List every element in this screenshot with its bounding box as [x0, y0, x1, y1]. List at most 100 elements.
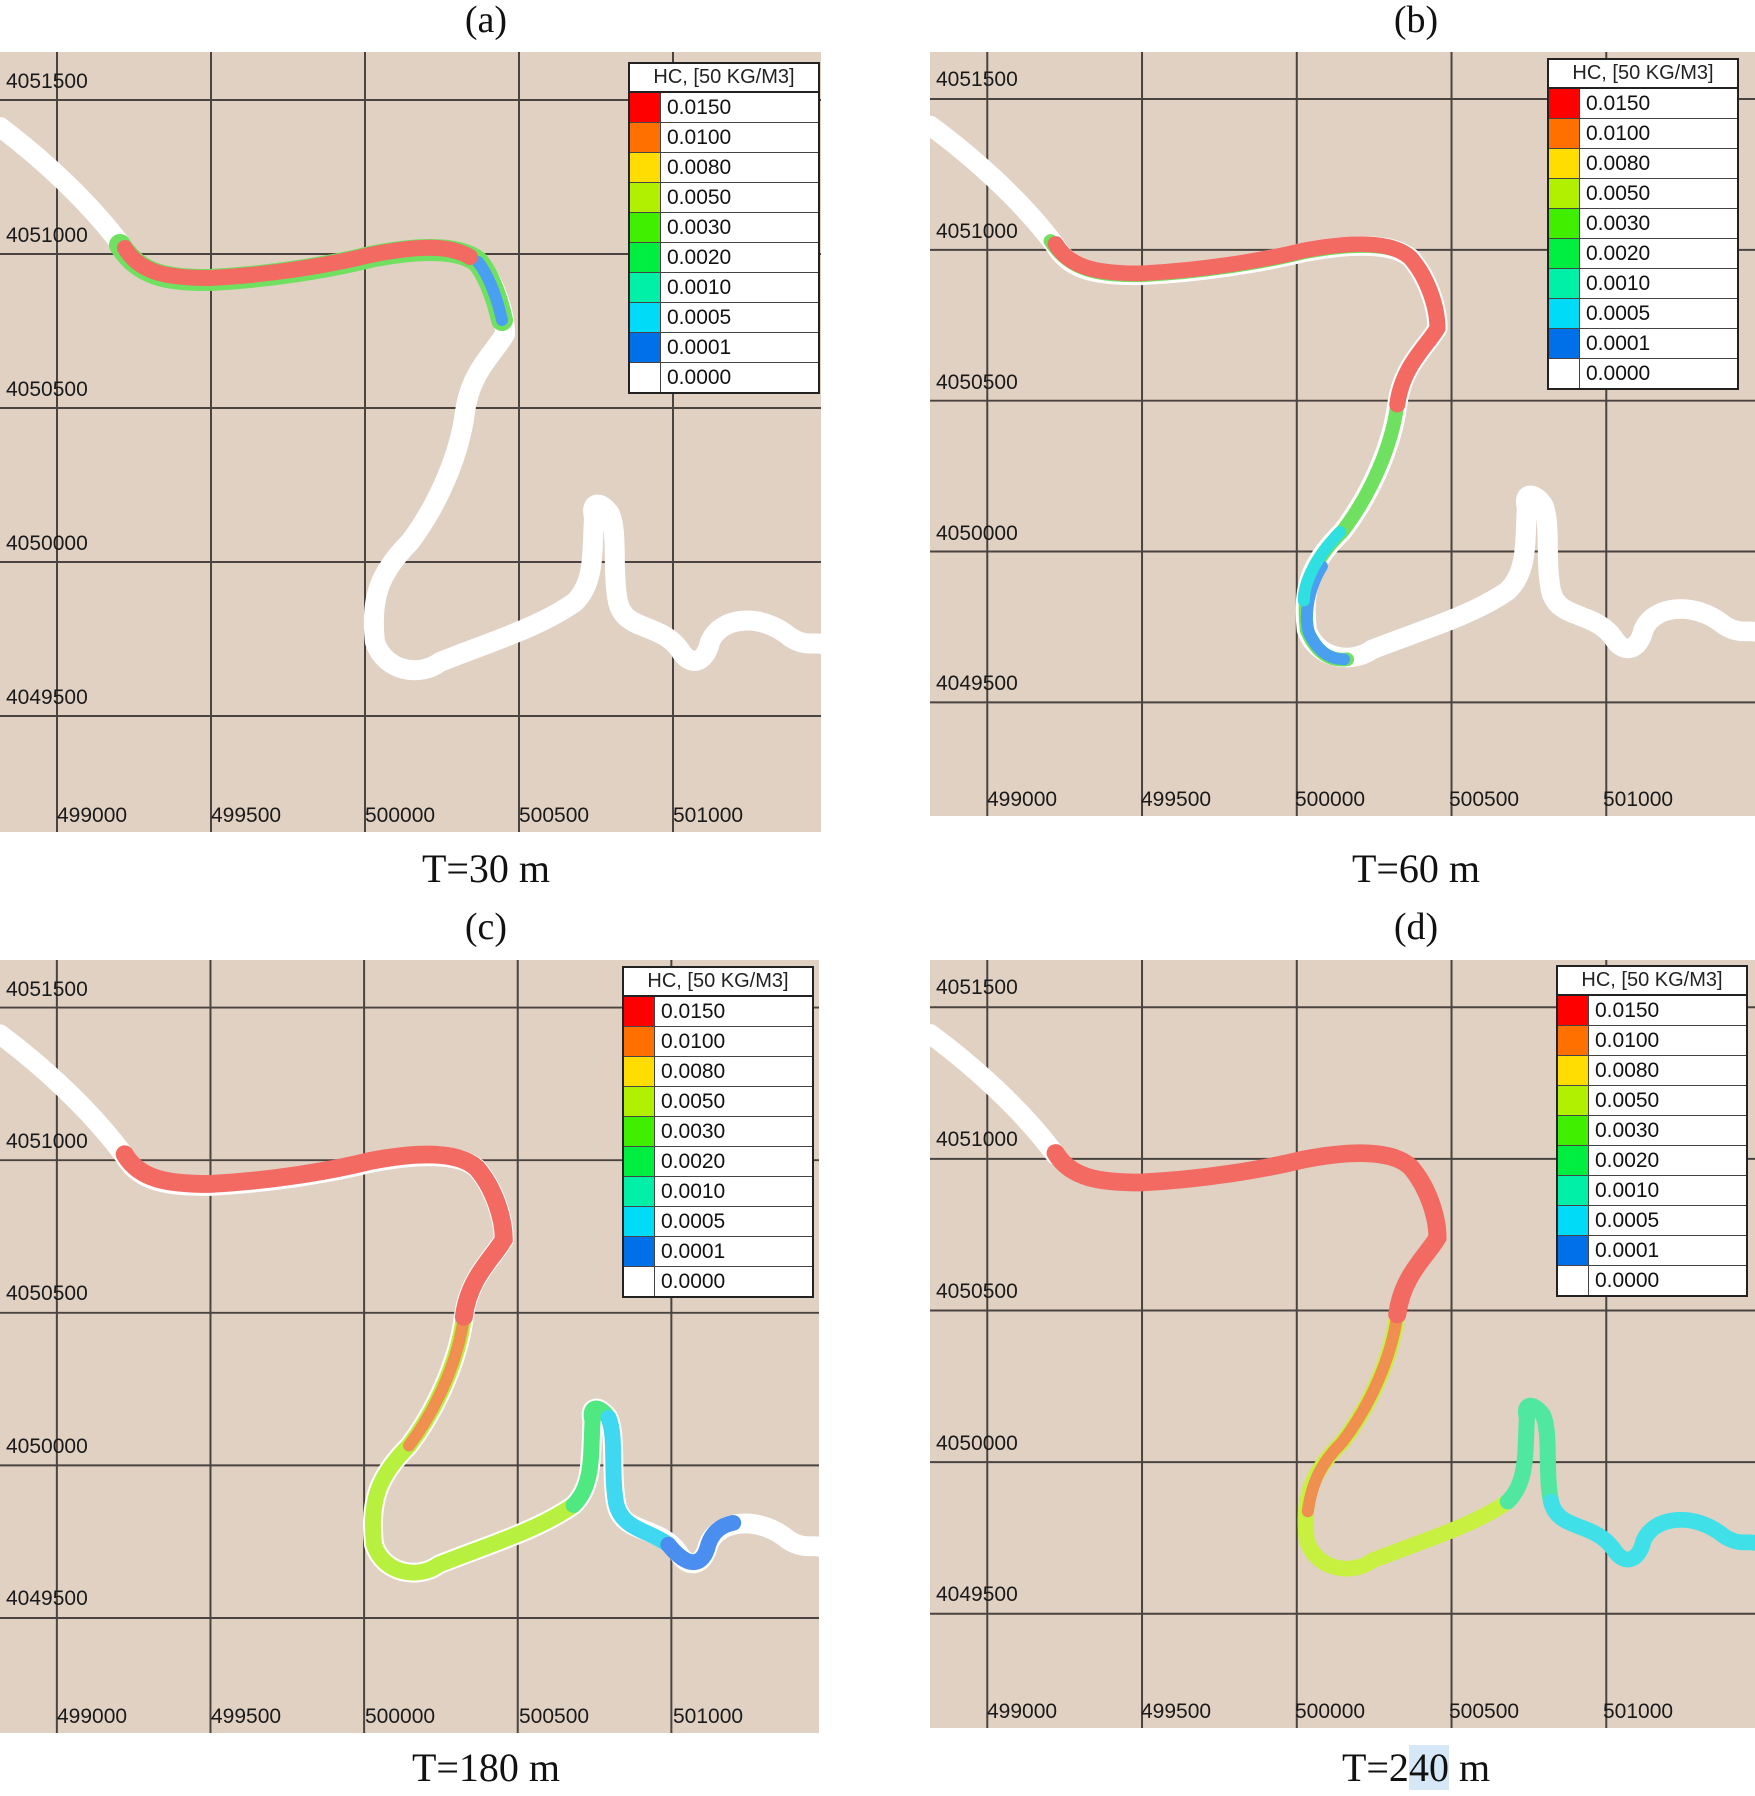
y-tick-label: 4050500	[6, 378, 88, 401]
legend: HC, [50 KG/M3] 0.0150 0.0100 0.0080 0.00…	[628, 62, 820, 394]
legend-row: 0.0080	[1549, 149, 1737, 179]
panel-c-caption: T=180 m	[411, 1745, 561, 1790]
legend: HC, [50 KG/M3] 0.0150 0.0100 0.0080 0.00…	[1547, 58, 1739, 390]
legend-value: 0.0000	[1586, 362, 1651, 385]
legend-value: 0.0030	[1586, 212, 1651, 235]
map-panel-c: 4051500 4051000 4050500 4050000 4049500 …	[0, 960, 819, 1733]
legend-value: 0.0050	[661, 1090, 726, 1113]
y-tick-label: 4049500	[936, 1583, 1018, 1606]
y-tick-label: 4050000	[6, 532, 88, 555]
legend-swatch	[1549, 329, 1580, 358]
legend-swatch	[624, 1267, 655, 1296]
legend-value: 0.0000	[667, 366, 732, 389]
legend-swatch	[1558, 1146, 1589, 1175]
x-tick-label: 501000	[673, 804, 744, 827]
legend-row: 0.0050	[624, 1087, 812, 1117]
y-tick-label: 4049500	[6, 686, 88, 709]
legend-row: 0.0010	[630, 273, 818, 303]
legend-value: 0.0020	[1595, 1149, 1660, 1172]
legend-value: 0.0080	[1586, 152, 1651, 175]
y-tick-label: 4050500	[936, 1280, 1018, 1303]
legend-row: 0.0020	[1549, 239, 1737, 269]
legend-swatch	[1558, 1116, 1589, 1145]
panel-d-caption: T=240 m	[1341, 1745, 1491, 1790]
x-tick-label: 500500	[1449, 1700, 1520, 1723]
y-tick-label: 4049500	[936, 672, 1018, 695]
legend-row: 0.0020	[624, 1147, 812, 1177]
map-canvas	[930, 52, 1755, 816]
legend-swatch	[1549, 89, 1580, 118]
legend-row: 0.0000	[1549, 359, 1737, 388]
legend-row: 0.0150	[630, 93, 818, 123]
legend-value: 0.0050	[667, 186, 732, 209]
x-tick-label: 499000	[987, 1700, 1058, 1723]
y-tick-label: 4051000	[6, 224, 88, 247]
map-panel-a: 4051500 4051000 4050500 4050000 4049500 …	[0, 52, 821, 832]
x-tick-label: 500000	[365, 1705, 436, 1728]
legend-row: 0.0005	[624, 1207, 812, 1237]
legend-swatch	[1558, 1026, 1589, 1055]
legend-swatch	[1549, 119, 1580, 148]
legend-value: 0.0010	[661, 1180, 726, 1203]
legend-swatch	[1549, 299, 1580, 328]
legend-swatch	[1558, 1266, 1589, 1295]
legend-value: 0.0010	[1586, 272, 1651, 295]
legend-swatch	[1558, 1056, 1589, 1085]
legend-value: 0.0020	[661, 1150, 726, 1173]
legend-row: 0.0000	[1558, 1266, 1746, 1295]
legend-swatch	[630, 183, 661, 212]
legend-value: 0.0100	[667, 126, 732, 149]
legend-row: 0.0030	[1558, 1116, 1746, 1146]
legend-swatch	[1558, 1236, 1589, 1265]
legend-swatch	[630, 93, 661, 122]
legend-swatch	[1558, 1086, 1589, 1115]
x-tick-label: 499000	[57, 1705, 128, 1728]
legend-row: 0.0100	[1558, 1026, 1746, 1056]
legend-row: 0.0020	[630, 243, 818, 273]
legend-swatch	[1549, 149, 1580, 178]
legend-swatch	[624, 1117, 655, 1146]
legend-value: 0.0001	[667, 336, 732, 359]
panel-c-label: (c)	[464, 906, 508, 948]
legend-value: 0.0005	[667, 306, 732, 329]
legend-value: 0.0005	[1595, 1209, 1660, 1232]
legend-value: 0.0000	[1595, 1269, 1660, 1292]
legend-row: 0.0100	[630, 123, 818, 153]
map-canvas	[0, 960, 819, 1733]
legend-row: 0.0150	[1558, 996, 1746, 1026]
legend-row: 0.0080	[1558, 1056, 1746, 1086]
x-tick-label: 500500	[1449, 788, 1520, 811]
legend-row: 0.0050	[1549, 179, 1737, 209]
x-tick-label: 501000	[673, 1705, 744, 1728]
legend-value: 0.0030	[667, 216, 732, 239]
y-tick-label: 4050000	[936, 522, 1018, 545]
legend-swatch	[1549, 269, 1580, 298]
legend-row: 0.0020	[1558, 1146, 1746, 1176]
legend-value: 0.0005	[661, 1210, 726, 1233]
legend-swatch	[624, 1027, 655, 1056]
x-tick-label: 500000	[365, 804, 436, 827]
y-tick-label: 4051500	[6, 978, 88, 1001]
y-tick-label: 4050000	[936, 1432, 1018, 1455]
legend-row: 0.0050	[1558, 1086, 1746, 1116]
x-tick-label: 499000	[987, 788, 1058, 811]
x-tick-label: 500500	[519, 1705, 590, 1728]
legend-value: 0.0080	[1595, 1059, 1660, 1082]
panel-d-label: (d)	[1393, 906, 1439, 948]
legend-row: 0.0005	[1549, 299, 1737, 329]
legend-swatch	[630, 303, 661, 332]
legend-row: 0.0010	[1549, 269, 1737, 299]
legend-swatch	[1549, 209, 1580, 238]
legend-swatch	[630, 333, 661, 362]
legend-row: 0.0100	[1549, 119, 1737, 149]
legend-value: 0.0001	[661, 1240, 726, 1263]
legend-value: 0.0030	[661, 1120, 726, 1143]
map-panel-b: 4051500 4051000 4050500 4050000 4049500 …	[930, 52, 1755, 816]
legend-row: 0.0000	[630, 363, 818, 392]
legend-row: 0.0030	[630, 213, 818, 243]
x-tick-label: 501000	[1603, 788, 1674, 811]
x-tick-label: 500500	[519, 804, 590, 827]
map-canvas	[0, 52, 821, 832]
legend-value: 0.0010	[667, 276, 732, 299]
legend-value: 0.0050	[1586, 182, 1651, 205]
